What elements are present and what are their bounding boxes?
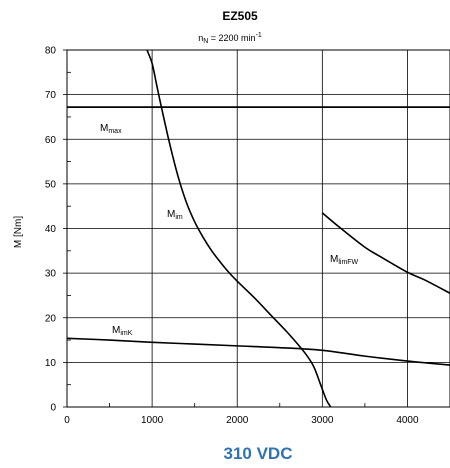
chart-subtitle: nN = 2200 min-1 — [198, 32, 262, 45]
y-tick-label: 80 — [45, 46, 57, 57]
series-label-sub: im — [175, 214, 183, 221]
subtitle-sub: N — [203, 38, 208, 45]
series-m-im — [146, 49, 332, 408]
series-label-sub: limFW — [338, 259, 358, 266]
series-label-sub: max — [108, 128, 122, 135]
x-tick-label: 2000 — [226, 415, 249, 426]
y-tick-label: 30 — [45, 269, 57, 280]
x-tick-label: 3000 — [311, 415, 334, 426]
series-label-base: M — [330, 254, 338, 265]
series-label: MimK — [112, 325, 133, 337]
y-tick-label: 10 — [45, 358, 57, 369]
y-tick-label: 70 — [45, 90, 57, 101]
series-label: Mmax — [100, 123, 122, 135]
series-label: Mim — [167, 209, 183, 221]
y-tick-label: 50 — [45, 179, 57, 190]
y-axis-label: M [Nm] — [13, 216, 24, 248]
footer-label: 310 VDC — [224, 444, 293, 463]
subtitle-base: n — [198, 33, 203, 43]
subtitle-rest: = 2200 min — [208, 33, 255, 43]
series-m-limfw — [321, 212, 450, 294]
y-tick-label: 60 — [45, 135, 57, 146]
y-tick-label: 20 — [45, 313, 57, 324]
series-label-base: M — [112, 325, 120, 336]
grid — [63, 49, 450, 408]
series-m-imk — [66, 337, 450, 366]
x-tick-label: 0 — [64, 415, 70, 426]
tick-labels: 0 1000 2000 3000 4000 0 10 20 30 40 50 60 70 80 — [45, 46, 419, 427]
series-layer — [66, 49, 450, 408]
chart-title: EZ505 — [222, 9, 258, 23]
y-tick-label: 40 — [45, 224, 57, 235]
x-tick-label: 1000 — [141, 415, 164, 426]
series-label-base: M — [167, 209, 175, 220]
series-label-base: M — [100, 123, 108, 134]
series-label-sub: imK — [120, 330, 132, 337]
series-label: MlimFW — [330, 254, 359, 266]
y-tick-label: 0 — [50, 403, 56, 414]
x-tick-label: 4000 — [396, 415, 419, 426]
subtitle-sup: -1 — [256, 32, 262, 39]
